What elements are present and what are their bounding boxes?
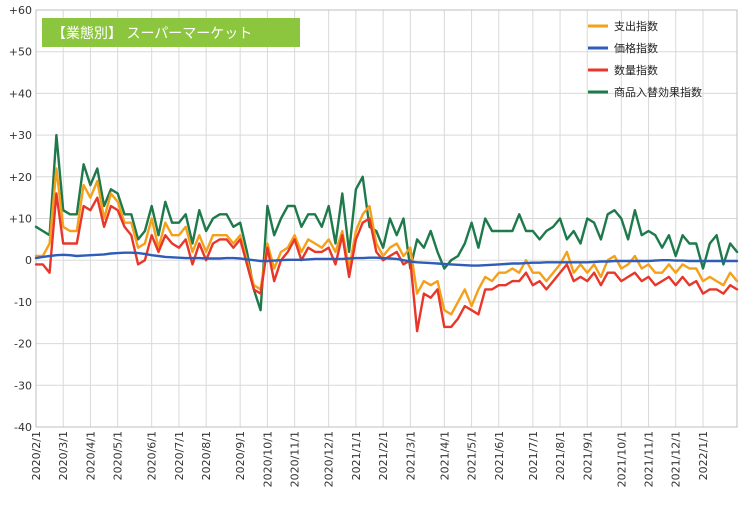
x-tick-label: 2020/9/1 xyxy=(234,431,247,480)
legend-label: 商品入替効果指数 xyxy=(614,85,702,99)
y-tick-label: +40 xyxy=(9,87,32,100)
x-tick-label: 2021/1/1 xyxy=(350,431,363,480)
chart-title: 【業態別】 スーパーマーケット xyxy=(42,18,300,47)
x-tick-label: 2020/4/1 xyxy=(84,431,97,480)
y-tick-label: -40 xyxy=(14,421,32,434)
x-tick-label: 2020/3/1 xyxy=(57,431,70,480)
series-line-3 xyxy=(34,133,739,312)
x-tick-label: 2020/11/1 xyxy=(289,431,302,487)
legend-label: 価格指数 xyxy=(614,41,658,55)
y-tick-label: +60 xyxy=(9,4,32,17)
series-line-2 xyxy=(34,192,739,333)
x-tick-label: 2020/8/1 xyxy=(200,431,213,480)
legend-label: 数量指数 xyxy=(614,63,658,77)
x-tick-label: 2021/12/1 xyxy=(670,431,683,487)
series-line-0 xyxy=(34,167,739,316)
y-tick-label: -20 xyxy=(14,338,32,351)
x-tick-label: 2021/2/1 xyxy=(377,431,390,480)
series-line-1 xyxy=(34,251,739,267)
x-tick-label: 2021/8/1 xyxy=(554,431,567,480)
x-tick-label: 2021/6/1 xyxy=(493,431,506,480)
x-tick-label: 2021/9/1 xyxy=(581,431,594,480)
x-tick-label: 2020/2/1 xyxy=(30,431,43,480)
x-tick-label: 2020/12/1 xyxy=(323,431,336,487)
y-tick-label: +50 xyxy=(9,46,32,59)
y-tick-label: -10 xyxy=(14,296,32,309)
y-tick-label: +20 xyxy=(9,171,32,184)
x-tick-label: 2020/6/1 xyxy=(146,431,159,480)
plot-area-border xyxy=(35,9,738,428)
legend-label: 支出指数 xyxy=(614,19,658,33)
x-tick-label: 2022/1/1 xyxy=(697,431,710,480)
x-tick-label: 2021/5/1 xyxy=(466,431,479,480)
x-tick-label: 2021/10/1 xyxy=(615,431,628,487)
series-lines xyxy=(34,133,739,333)
x-tick-label: 2020/10/1 xyxy=(261,431,274,487)
x-tick-label: 2021/7/1 xyxy=(527,431,540,480)
x-tick-label: 2021/4/1 xyxy=(438,431,451,480)
y-tick-label: +30 xyxy=(9,129,32,142)
x-tick-label: 2021/3/1 xyxy=(404,431,417,480)
y-tick-label: 0 xyxy=(25,254,32,267)
chart-title-background xyxy=(42,18,300,47)
x-tick-label: 2021/11/1 xyxy=(643,431,656,487)
x-tick-label: 2020/7/1 xyxy=(173,431,186,480)
y-tick-label: -30 xyxy=(14,379,32,392)
x-tick-label: 2020/5/1 xyxy=(112,431,125,480)
y-tick-label: +10 xyxy=(9,213,32,226)
chart-title-text: 【業態別】 スーパーマーケット xyxy=(52,26,252,42)
